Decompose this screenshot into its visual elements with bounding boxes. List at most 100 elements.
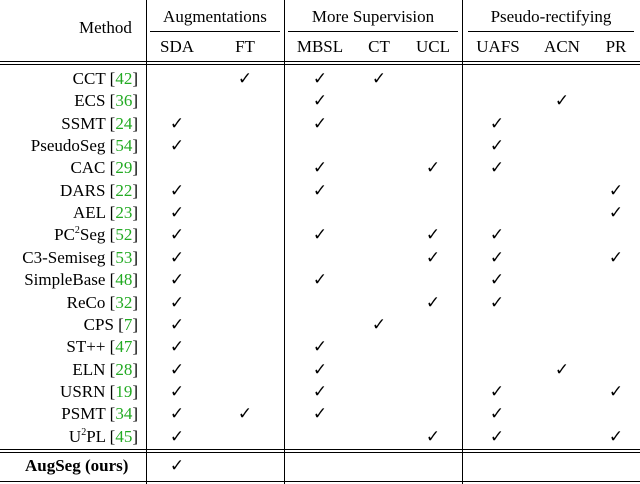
- col-header-uafs: UAFS: [476, 37, 520, 56]
- group-header-more-supervision: More Supervision: [311, 7, 435, 26]
- footer-row-name: AugSeg (ours): [25, 456, 129, 475]
- check-mark-mbsl: ✓: [312, 69, 328, 88]
- citation-ref[interactable]: [42]: [105, 69, 138, 88]
- check-mark-mbsl: ✓: [312, 359, 328, 379]
- check-mark-ucl: ✓: [425, 247, 441, 267]
- check-mark-mbsl: ✓: [312, 158, 328, 178]
- rule-bottom: [0, 481, 640, 482]
- citation-ref[interactable]: [7]: [113, 314, 138, 334]
- citation-ref[interactable]: [47]: [105, 337, 138, 357]
- check-mark-mbsl: ✓: [312, 91, 328, 111]
- citation-ref[interactable]: [54]: [105, 136, 138, 156]
- check-mark-ft: ✓: [237, 404, 253, 424]
- group-header-augmentations: Augmentations: [163, 7, 267, 26]
- rule-mid-2: [0, 452, 640, 453]
- check-mark-pr: ✓: [608, 381, 624, 401]
- citation-ref[interactable]: [45]: [105, 426, 138, 446]
- row-method-name: PC2Seg [52]: [54, 225, 138, 245]
- citation-ref[interactable]: [48]: [105, 270, 138, 290]
- check-mark-pr: ✓: [608, 426, 624, 446]
- check-mark-uafs: ✓: [489, 225, 505, 245]
- row-method-name: USRN [19]: [60, 382, 138, 402]
- col-header-ft: FT: [235, 37, 255, 56]
- col-header-acn: ACN: [544, 37, 580, 56]
- method-name-text: U: [68, 426, 82, 446]
- row-method-name: U2PL [45]: [69, 427, 138, 447]
- citation-ref[interactable]: [34]: [105, 404, 138, 424]
- check-mark-uafs: ✓: [489, 247, 505, 267]
- citation-ref[interactable]: [32]: [105, 292, 138, 312]
- vsep-method: [146, 0, 147, 484]
- check-mark-sda: ✓: [169, 381, 185, 401]
- check-mark-sda: ✓: [169, 426, 185, 446]
- check-mark-sda: ✓: [169, 203, 185, 223]
- group-header-pseudo-rectifying: Pseudo-rectifying: [490, 7, 612, 26]
- check-mark-mbsl: ✓: [312, 180, 328, 200]
- check-mark-mbsl: ✓: [312, 225, 328, 245]
- check-mark-mbsl: ✓: [312, 381, 328, 401]
- citation-ref[interactable]: [23]: [105, 203, 138, 223]
- check-mark-uafs: ✓: [489, 158, 505, 178]
- method-name-text: DARS: [60, 180, 106, 200]
- row-method-name: DARS [22]: [60, 181, 138, 201]
- method-header: Method: [79, 18, 132, 37]
- method-name-text: AEL: [72, 203, 106, 223]
- check-mark-sda: ✓: [169, 337, 185, 357]
- method-name-text: PSMT: [61, 404, 106, 424]
- check-mark-uafs: ✓: [489, 426, 505, 446]
- row-method-name: C3-Semiseg [53]: [22, 248, 138, 268]
- method-name-text: ST++: [66, 337, 106, 357]
- row-method-name: ECS [36]: [74, 91, 138, 111]
- row-method-name: ST++ [47]: [66, 337, 138, 357]
- method-name-text: PseudoSeg: [30, 136, 106, 156]
- check-mark-ft: ✓: [237, 69, 253, 88]
- check-mark-uafs: ✓: [489, 381, 505, 401]
- check-mark-pr: ✓: [608, 180, 624, 200]
- citation-ref[interactable]: [52]: [105, 225, 138, 245]
- method-name-text: SimpleBase: [24, 270, 106, 290]
- check-mark-sda: ✓: [169, 292, 185, 312]
- check-mark-uafs: ✓: [489, 404, 505, 424]
- rule-top-1: [0, 61, 640, 62]
- method-name-text: Seg: [79, 225, 106, 245]
- group-underline-pseudo-rectifying: [468, 31, 634, 32]
- row-method-name: AEL [23]: [73, 203, 138, 223]
- check-mark-pr: ✓: [608, 203, 624, 223]
- check-mark-acn: ✓: [554, 359, 570, 379]
- check-mark-sda: ✓: [169, 247, 185, 267]
- citation-ref[interactable]: [19]: [105, 381, 138, 401]
- check-mark-sda: ✓: [169, 314, 185, 334]
- col-header-pr: PR: [605, 37, 627, 56]
- check-mark-ucl: ✓: [425, 426, 441, 446]
- row-method-name: PSMT [34]: [61, 404, 138, 424]
- method-name-text: USRN: [60, 381, 106, 401]
- citation-ref[interactable]: [22]: [105, 180, 138, 200]
- citation-ref[interactable]: [53]: [105, 247, 138, 267]
- citation-ref[interactable]: [28]: [105, 359, 138, 379]
- check-mark-sda: ✓: [169, 225, 185, 245]
- method-name-text: CPS: [83, 314, 114, 334]
- check-mark-ucl: ✓: [425, 225, 441, 245]
- vsep-aug: [284, 0, 285, 484]
- check-mark-mbsl: ✓: [312, 337, 328, 357]
- method-name-text: SSMT: [61, 113, 106, 133]
- check-mark-sda: ✓: [169, 270, 185, 290]
- check-mark-sda: ✓: [169, 180, 185, 200]
- check-mark-sda: ✓: [169, 136, 185, 156]
- check-mark-ct: ✓: [371, 314, 387, 334]
- col-header-ct: CT: [368, 37, 390, 56]
- row-method-name: CCT [42]: [73, 69, 138, 89]
- check-mark-uafs: ✓: [489, 270, 505, 290]
- vsep-sup: [462, 0, 463, 484]
- method-name-superscript: 2: [74, 225, 80, 237]
- col-header-sda: SDA: [159, 37, 194, 56]
- col-header-ucl: UCL: [416, 37, 450, 56]
- rule-top-2: [0, 64, 640, 65]
- method-name-text: ECS: [74, 91, 106, 111]
- citation-ref[interactable]: [36]: [105, 91, 138, 111]
- citation-ref[interactable]: [24]: [105, 113, 138, 133]
- check-mark-sda: ✓: [169, 404, 185, 424]
- citation-ref[interactable]: [29]: [105, 158, 138, 178]
- row-method-name: ReCo [32]: [67, 293, 138, 313]
